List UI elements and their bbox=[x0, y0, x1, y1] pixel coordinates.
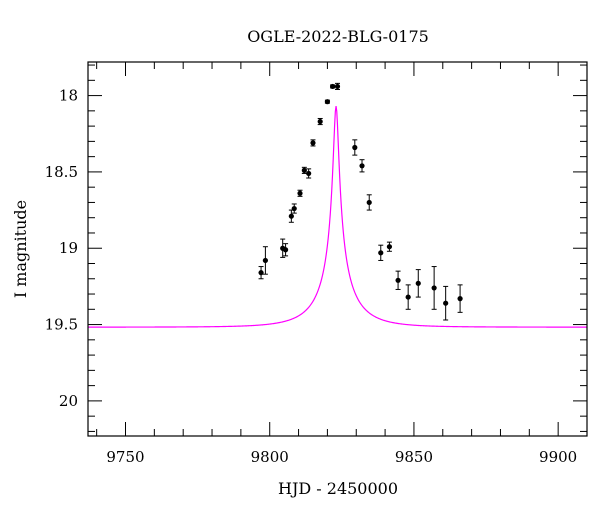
x-tick-label: 9850 bbox=[395, 448, 433, 466]
axis-ticks bbox=[88, 62, 588, 436]
y-tick-label: 18 bbox=[59, 87, 78, 105]
data-point bbox=[301, 167, 307, 173]
data-point bbox=[334, 83, 341, 90]
y-axis-label: I magnitude bbox=[11, 200, 30, 298]
y-tick-label: 20 bbox=[59, 392, 78, 410]
plot-frame bbox=[87, 61, 588, 437]
data-point bbox=[359, 163, 365, 169]
data-point bbox=[386, 244, 393, 250]
x-tick-label: 9750 bbox=[106, 448, 144, 466]
data-point bbox=[431, 285, 437, 291]
data-point bbox=[352, 144, 358, 151]
data-points bbox=[258, 82, 463, 321]
y-tick-label: 19.5 bbox=[45, 316, 78, 334]
data-point bbox=[306, 170, 312, 177]
model-curve bbox=[88, 106, 587, 328]
axis-tick-labels: 9750 9800 9850 9900 18 18.5 19 19.5 20 bbox=[45, 87, 578, 466]
data-point bbox=[258, 270, 264, 276]
data-point bbox=[297, 190, 303, 196]
data-point bbox=[291, 205, 297, 212]
chart-title: OGLE-2022-BLG-0175 bbox=[247, 27, 429, 46]
x-tick-label: 9900 bbox=[539, 448, 577, 466]
data-point bbox=[378, 250, 384, 256]
data-point bbox=[324, 99, 331, 105]
data-point bbox=[395, 277, 401, 283]
data-point bbox=[415, 280, 421, 286]
data-point bbox=[310, 140, 316, 146]
data-point bbox=[282, 247, 289, 253]
data-point bbox=[262, 257, 268, 264]
data-point bbox=[317, 118, 323, 125]
y-tick-label: 19 bbox=[59, 239, 78, 257]
data-point bbox=[405, 294, 411, 300]
data-point bbox=[457, 296, 463, 302]
data-point bbox=[443, 300, 449, 306]
y-tick-label: 18.5 bbox=[45, 163, 78, 181]
x-tick-label: 9800 bbox=[251, 448, 289, 466]
data-point bbox=[288, 213, 294, 219]
data-point bbox=[329, 83, 336, 90]
data-point bbox=[366, 199, 372, 206]
x-axis-label: HJD - 2450000 bbox=[278, 479, 398, 498]
